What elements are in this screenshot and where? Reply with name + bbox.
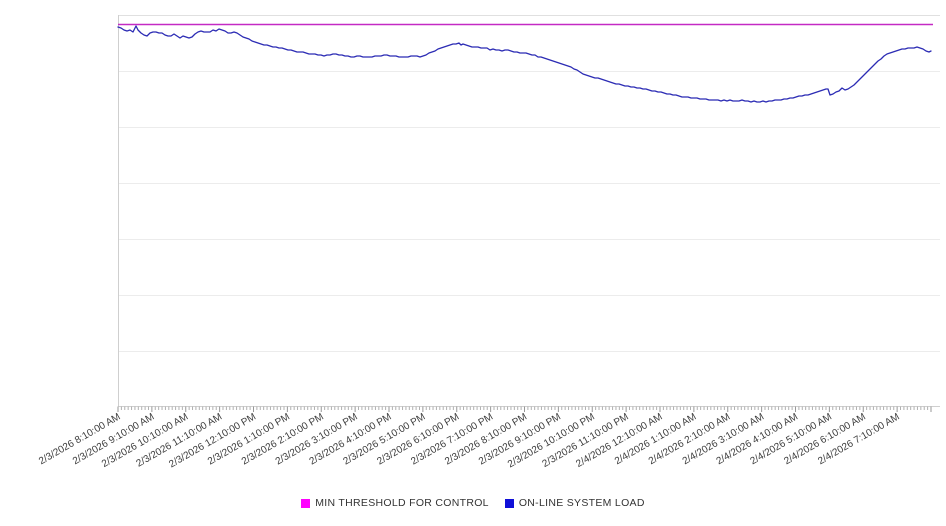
- online-system-load-line: [117, 25, 932, 103]
- chart-canvas: 2/3/2026 8:10:00 AM2/3/2026 9:10:00 AM2/…: [37, 15, 940, 470]
- legend-item-online-system-load[interactable]: ON-LINE SYSTEM LOAD: [504, 497, 645, 509]
- min-threshold-swatch: [301, 498, 311, 508]
- legend-label-online-system-load: ON-LINE SYSTEM LOAD: [518, 497, 645, 509]
- system-load-chart: 2/3/2026 8:10:00 AM 2/3/2026 9:10:00 AM 2/…: [37, 15, 940, 470]
- legend-item-min-threshold[interactable]: MIN THRESHOLD FOR CONTROL: [301, 497, 489, 509]
- legend-label-min-threshold: MIN THRESHOLD FOR CONTROL: [315, 497, 489, 509]
- online-system-load-swatch: [504, 498, 514, 508]
- chart-legend: MIN THRESHOLD FOR CONTROL ON-LINE SYSTEM…: [0, 497, 946, 509]
